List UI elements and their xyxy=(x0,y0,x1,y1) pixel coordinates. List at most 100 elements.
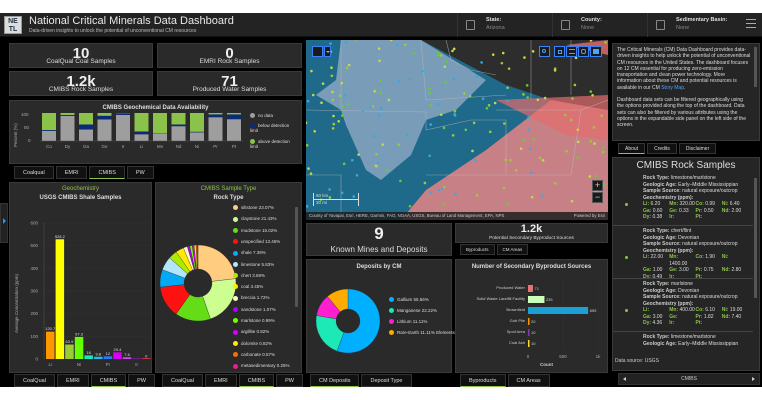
byproducts-bars: 0 500 1k Produced Water 71 Solid Waste Landfi… xyxy=(476,281,601,359)
svg-text:7.6: 7.6 xyxy=(124,352,130,357)
tab-pw[interactable]: PW xyxy=(276,374,303,387)
svg-text:12: 12 xyxy=(106,351,111,356)
y-axis-label: Percent (%) xyxy=(13,123,18,147)
legend-item: Rare-Earth 11.11% Elements xyxy=(389,330,455,336)
basin-filter[interactable]: Sedimentary Basin: None xyxy=(647,13,743,37)
kpi-emri: 0 EMRI Rock Samples xyxy=(157,43,302,68)
svg-text:0: 0 xyxy=(35,357,38,362)
legend-item: sandstone 1.07% xyxy=(233,307,276,312)
tab-pw[interactable]: PW xyxy=(126,166,154,179)
kpi-label: CoalQual Coal Samples xyxy=(46,58,116,65)
legend-above-detection: above detection limit xyxy=(250,139,290,150)
svg-text:Brownfield: Brownfield xyxy=(506,307,525,312)
kpi-value: 10 xyxy=(72,45,90,62)
list-scrollbar[interactable] xyxy=(754,178,757,298)
tab-emri[interactable]: EMRI xyxy=(56,374,89,387)
zoom-out-button[interactable]: − xyxy=(592,192,603,203)
story-map-link[interactable]: Story Map xyxy=(661,84,684,91)
tab-cm-areas[interactable]: CM Areas xyxy=(496,244,529,255)
kpi-label: Produced Water Samples xyxy=(192,86,267,93)
state-filter-label: State: xyxy=(486,17,502,23)
tab-cmibs[interactable]: CMIBS xyxy=(89,166,125,179)
rock-sample-item[interactable]: Rock Type: limestone/marlstone Geologic A… xyxy=(643,334,739,347)
rock-type-legend: siltstone 23.07% claystone 21.43% mudstone… xyxy=(233,205,295,372)
home-button[interactable] xyxy=(554,46,565,57)
tab-cm-deposits[interactable]: CM Deposits xyxy=(310,374,360,387)
svg-text:600: 600 xyxy=(30,221,38,226)
county-filter-label: County: xyxy=(581,17,602,23)
svg-text:9.8: 9.8 xyxy=(95,351,101,356)
geochemistry-bars: 600 500 400 300 200 100 0 120.7 528.2 63.997.3 16 9… xyxy=(30,221,151,367)
svg-text:200: 200 xyxy=(30,311,38,316)
tab-pw[interactable]: PW xyxy=(128,374,155,387)
legend-item: dolomite 0.82% xyxy=(233,341,272,346)
legend-scrollbar[interactable] xyxy=(295,207,298,307)
svg-text:Mn: Mn xyxy=(157,144,164,149)
tab-byproducts[interactable]: Byproducts xyxy=(460,374,506,387)
tab-emri[interactable]: EMRI xyxy=(204,374,237,387)
legend-button[interactable] xyxy=(590,46,602,57)
rock-sample-item[interactable]: Rock Type: limestone/marlstone Geologic A… xyxy=(643,175,742,220)
svg-text:528.2: 528.2 xyxy=(55,234,66,239)
county-filter[interactable]: County: None xyxy=(552,13,647,37)
hamburger-menu-icon[interactable] xyxy=(746,19,756,28)
rock-sample-item[interactable]: Rock Type: marlstone Geologic Age: Devoni… xyxy=(643,281,743,326)
svg-text:Pt: Pt xyxy=(232,144,237,149)
prev-arrow-icon[interactable] xyxy=(623,377,626,381)
tab-deposit-type[interactable]: Deposit Type xyxy=(361,374,412,387)
next-arrow-icon[interactable] xyxy=(752,377,755,381)
tab-cmibs[interactable]: CMIBS xyxy=(238,374,275,387)
geochem-tabs: CoalQual EMRI CMIBS PW xyxy=(14,374,155,387)
kpi-known-mines: 9 Known Mines and Deposits xyxy=(306,223,452,256)
pager-label: CMIBS xyxy=(681,376,697,382)
svg-text:0: 0 xyxy=(527,354,530,359)
kpi-value: 1.2k xyxy=(66,73,96,90)
legend-item: Manganese 22.22% xyxy=(389,308,437,314)
search-button[interactable] xyxy=(539,46,550,57)
legend-item: Gallium 55.56% xyxy=(389,297,429,303)
map-view[interactable]: + − 60 km 30 mi County of Yavapai, Esri,… xyxy=(306,40,608,220)
attribution-text: County of Yavapai, Esri, HERE, Garmin, F… xyxy=(309,213,505,218)
layer-list-button[interactable] xyxy=(566,46,577,57)
rock-sample-list[interactable]: Rock Type: limestone/marlstone Geologic A… xyxy=(613,175,759,353)
basemap-dropdown-button[interactable] xyxy=(324,46,331,57)
basemap-gallery-button[interactable] xyxy=(312,46,323,57)
about-scrollbar[interactable] xyxy=(754,47,757,87)
svg-text:97.3: 97.3 xyxy=(75,331,84,336)
tab-disclaimer[interactable]: Disclaimer xyxy=(678,143,717,154)
y-tick: 100 xyxy=(21,112,29,117)
state-filter[interactable]: State: Arizona xyxy=(457,13,557,37)
tab-coalqual[interactable]: CoalQual xyxy=(162,374,203,387)
basemap-button[interactable] xyxy=(578,46,589,57)
tab-about[interactable]: About xyxy=(618,143,646,154)
tab-coalqual[interactable]: CoalQual xyxy=(14,374,55,387)
rock-sample-item[interactable]: Rock Type: chert/flint Geologic Age: Devo… xyxy=(643,228,742,280)
availability-chart-card: CMIBS Geochemical Data Availability Perc… xyxy=(9,100,302,164)
kpi-label: Known Mines and Deposits xyxy=(330,245,428,254)
svg-text:Ni: Ni xyxy=(195,144,199,149)
map-attribution-bar: County of Yavapai, Esri, HERE, Garmin, F… xyxy=(306,212,608,220)
grid-icon xyxy=(593,49,599,54)
tab-coalqual[interactable]: Coalqual xyxy=(14,166,54,179)
tab-cm-areas[interactable]: CM Areas xyxy=(507,374,550,387)
svg-text:Ge: Ge xyxy=(101,144,108,149)
powered-by-esri[interactable]: Powered by Esri xyxy=(573,213,605,218)
sample-type-tabs: CoalQual EMRI CMIBS PW xyxy=(162,374,303,387)
tab-cmibs[interactable]: CMIBS xyxy=(90,374,127,387)
legend-item: limestone 5.83% xyxy=(233,262,274,267)
svg-text:Co: Co xyxy=(46,144,52,149)
legend-item: claystone 21.43% xyxy=(233,216,277,222)
svg-text:Ga: Ga xyxy=(83,144,90,149)
side-panel-toggle[interactable] xyxy=(0,203,8,243)
tab-byproducts[interactable]: Byproducts xyxy=(460,244,495,255)
map-filter-icon xyxy=(656,20,665,30)
selection-bullet xyxy=(625,203,628,206)
zoom-in-button[interactable]: + xyxy=(592,180,603,191)
tab-credits[interactable]: Credits xyxy=(647,143,677,154)
chart-title: CMIBS Geochemical Data Availability xyxy=(102,105,209,111)
deposits-chart-card: Deposits by CM Gallium 55.56% Manganese 2… xyxy=(306,259,455,373)
about-paragraph-2: Dashboard data sets can be filtered geog… xyxy=(617,97,746,129)
tab-emri[interactable]: EMRI xyxy=(55,166,88,179)
panel-header: CMIBS Sample Type xyxy=(200,186,257,192)
legend-item: mudstone 15.02% xyxy=(233,228,277,233)
